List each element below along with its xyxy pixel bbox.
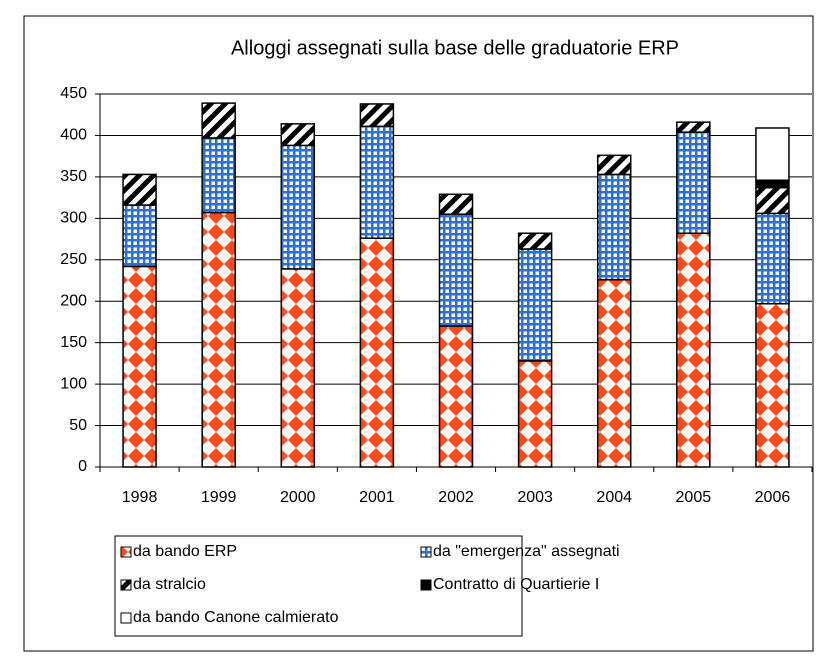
y-tick-label: 350 — [60, 168, 87, 185]
bar-segment — [122, 204, 157, 268]
y-tick-label: 200 — [60, 292, 87, 309]
legend-label: da bando Canone calmierato — [133, 609, 339, 626]
bar-segment — [517, 248, 553, 362]
bar-segment — [676, 232, 711, 468]
x-tick-label: 2002 — [438, 489, 474, 506]
bar-segment — [359, 125, 395, 239]
x-tick-label: 1999 — [201, 489, 237, 506]
bar-segment — [596, 154, 632, 176]
bar-segment — [596, 278, 632, 468]
bar-segment — [755, 302, 790, 468]
bar-segment — [676, 121, 711, 133]
bar-segment — [201, 211, 236, 468]
bar-segment — [676, 131, 711, 235]
chart-title: Alloggi assegnati sulla base delle gradu… — [231, 37, 679, 59]
bar-segment — [755, 127, 790, 181]
legend-label: da stralcio — [133, 576, 206, 593]
bar-segment — [755, 212, 790, 305]
legend-swatch — [420, 546, 432, 558]
bar-segment — [438, 193, 474, 215]
y-tick-label: 0 — [78, 458, 87, 475]
x-tick-label: 2003 — [517, 489, 553, 506]
bar-segment — [755, 179, 790, 189]
legend-box — [114, 535, 523, 637]
bar-segment — [359, 103, 395, 128]
legend-swatch — [120, 546, 132, 558]
bar-segment — [280, 144, 316, 270]
x-tick-label: 2005 — [676, 489, 712, 506]
bar-segment — [122, 173, 157, 206]
legend-swatch — [420, 579, 432, 591]
bar-segment — [280, 268, 316, 468]
bar-segment — [359, 237, 395, 468]
y-tick-label: 450 — [60, 85, 87, 102]
bar-segment — [201, 137, 236, 214]
legend-label: Contratto di Quartierie I — [433, 576, 599, 593]
x-tick-label: 1998 — [122, 489, 158, 506]
bar-segment — [517, 232, 553, 250]
legend-label: da bando ERP — [133, 543, 237, 560]
y-tick-label: 400 — [60, 127, 87, 144]
y-tick-label: 50 — [69, 417, 87, 434]
y-tick-label: 250 — [60, 251, 87, 268]
bar-segment — [438, 325, 474, 468]
y-tick-label: 100 — [60, 375, 87, 392]
bar-segment — [517, 360, 553, 468]
y-tick-label: 300 — [60, 210, 87, 227]
x-tick-label: 2000 — [280, 489, 316, 506]
bar-segment — [201, 102, 236, 139]
bar-segment — [755, 186, 790, 215]
bar-segment — [438, 213, 474, 327]
legend-label: da "emergenza" assegnati — [433, 543, 620, 560]
x-tick-label: 2004 — [596, 489, 632, 506]
bar-segment — [122, 265, 157, 468]
bar-segment — [596, 173, 632, 281]
y-tick-label: 150 — [60, 334, 87, 351]
x-tick-label: 2006 — [755, 489, 791, 506]
x-tick-label: 2001 — [359, 489, 395, 506]
legend-swatch — [120, 612, 132, 624]
bar-segment — [280, 123, 316, 147]
legend-swatch — [120, 579, 132, 591]
